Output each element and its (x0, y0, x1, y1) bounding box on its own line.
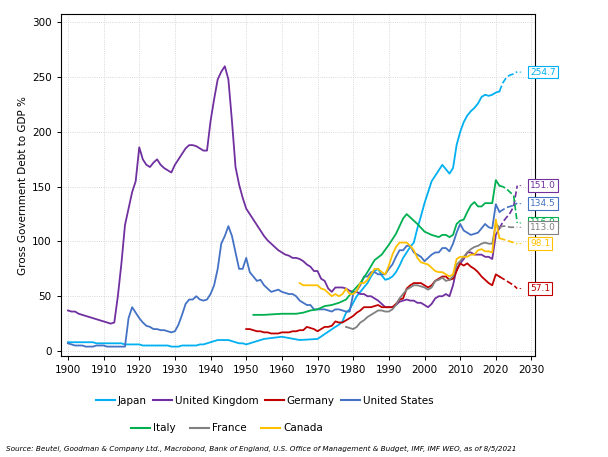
Legend: Italy, France, Canada: Italy, France, Canada (131, 423, 323, 433)
Text: 113.0: 113.0 (530, 223, 556, 232)
Text: 57.1: 57.1 (530, 284, 550, 293)
Text: 98.1: 98.1 (530, 239, 550, 248)
Y-axis label: Gross Government Debt to GDP %: Gross Government Debt to GDP % (18, 96, 28, 275)
Text: 134.5: 134.5 (530, 199, 556, 208)
Text: Source: Beutel, Goodman & Company Ltd., Macrobond, Bank of England, U.S. Office : Source: Beutel, Goodman & Company Ltd., … (6, 446, 516, 452)
Text: 116.9: 116.9 (530, 218, 556, 228)
Text: 151.0: 151.0 (530, 181, 556, 190)
Text: 254.7: 254.7 (530, 68, 556, 77)
